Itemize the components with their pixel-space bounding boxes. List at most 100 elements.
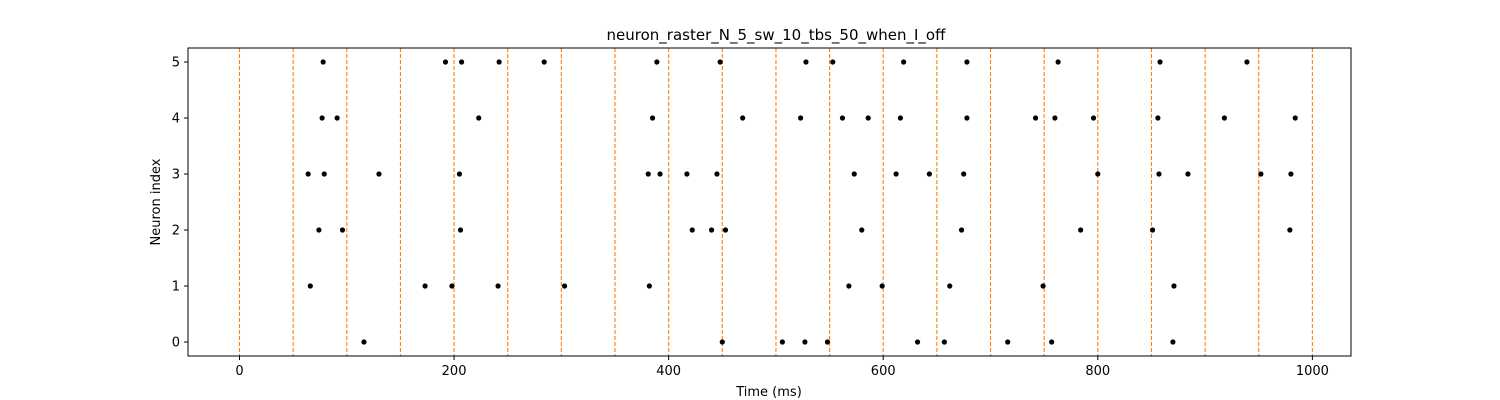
spike-point bbox=[798, 115, 804, 121]
spike-point bbox=[1292, 115, 1298, 121]
spike-point bbox=[654, 59, 660, 65]
y-tick-label: 4 bbox=[172, 112, 180, 127]
spike-point bbox=[901, 59, 907, 65]
spike-point bbox=[779, 339, 785, 345]
spike-point bbox=[839, 115, 846, 121]
spike-point bbox=[859, 227, 865, 233]
spike-point bbox=[684, 171, 690, 177]
spike-point bbox=[830, 59, 836, 65]
spike-point bbox=[361, 339, 367, 345]
spike-point bbox=[422, 283, 428, 289]
spike-point bbox=[824, 339, 831, 345]
bin-boundary-lines bbox=[238, 48, 1313, 356]
spike-point bbox=[1244, 59, 1250, 65]
spike-point bbox=[457, 227, 464, 233]
spike-point bbox=[1287, 227, 1293, 233]
spike-point bbox=[496, 59, 502, 65]
spike-point bbox=[802, 339, 808, 345]
spike-point bbox=[1095, 171, 1101, 177]
spike-point bbox=[456, 171, 463, 177]
spike-point bbox=[442, 59, 449, 65]
spike-point bbox=[316, 227, 322, 233]
spike-point bbox=[964, 59, 970, 65]
y-tick-label: 0 bbox=[172, 336, 180, 351]
x-tick-label: 0 bbox=[235, 364, 243, 379]
spike-point bbox=[645, 171, 651, 177]
spike-points bbox=[305, 59, 1298, 345]
spike-point bbox=[1221, 115, 1228, 121]
spike-point bbox=[914, 339, 921, 345]
spike-point bbox=[1170, 339, 1176, 345]
spike-point bbox=[897, 115, 903, 121]
y-tick-label: 5 bbox=[172, 56, 180, 71]
spike-point bbox=[646, 283, 652, 289]
spike-point bbox=[334, 115, 340, 121]
spike-point bbox=[689, 227, 695, 233]
spike-point bbox=[321, 171, 327, 177]
spike-point bbox=[649, 115, 656, 121]
spike-point bbox=[1149, 227, 1156, 233]
spike-point bbox=[449, 283, 455, 289]
spike-point bbox=[1040, 283, 1046, 289]
spike-point bbox=[947, 283, 953, 289]
spike-point bbox=[740, 115, 746, 121]
plot-area-frame bbox=[187, 47, 1352, 357]
spike-point bbox=[961, 171, 967, 177]
spike-point bbox=[1090, 115, 1097, 121]
spike-point bbox=[708, 227, 715, 233]
spike-point bbox=[458, 59, 465, 65]
spike-point bbox=[305, 171, 311, 177]
spike-point bbox=[1032, 115, 1039, 121]
spike-point bbox=[879, 283, 885, 289]
spike-point bbox=[1157, 59, 1163, 65]
x-tick-label: 800 bbox=[1085, 364, 1110, 379]
spike-point bbox=[714, 171, 720, 177]
spike-point bbox=[495, 283, 501, 289]
spike-point bbox=[926, 171, 932, 177]
x-tick-label: 200 bbox=[442, 364, 467, 379]
x-tick-label: 1000 bbox=[1296, 364, 1329, 379]
spike-point bbox=[1155, 115, 1161, 121]
spike-point bbox=[339, 227, 346, 233]
spike-point bbox=[941, 339, 947, 345]
spike-point bbox=[657, 171, 663, 177]
spike-point bbox=[803, 59, 809, 65]
chart-title: neuron_raster_N_5_sw_10_tbs_50_when_I_of… bbox=[607, 26, 947, 45]
spike-point bbox=[846, 283, 852, 289]
spike-point bbox=[717, 59, 723, 65]
x-tick-label: 600 bbox=[871, 364, 896, 379]
x-tick-label: 400 bbox=[656, 364, 681, 379]
spike-point bbox=[719, 339, 725, 345]
spike-point bbox=[851, 171, 857, 177]
spike-point bbox=[958, 227, 965, 233]
spike-point bbox=[1078, 227, 1084, 233]
x-axis-label: Time (ms) bbox=[735, 385, 802, 400]
y-tick-label: 3 bbox=[172, 168, 180, 183]
spike-point bbox=[1005, 339, 1011, 345]
spike-point bbox=[320, 59, 326, 65]
spike-point bbox=[1171, 283, 1177, 289]
spike-point bbox=[722, 227, 729, 233]
spike-point bbox=[1055, 59, 1061, 65]
y-axis-label: Neuron index bbox=[149, 158, 164, 245]
spike-point bbox=[1288, 171, 1294, 177]
spike-point bbox=[865, 115, 871, 121]
spike-point bbox=[376, 171, 382, 177]
axis-ticks: 0 200 400 600 800 1000 0 1 2 3 4 5 bbox=[172, 56, 1329, 380]
spike-point bbox=[561, 283, 568, 289]
spike-point bbox=[1156, 171, 1162, 177]
spike-point bbox=[541, 59, 547, 65]
spike-point bbox=[964, 115, 970, 121]
spike-point bbox=[307, 283, 313, 289]
spike-point bbox=[1049, 339, 1055, 345]
spike-point bbox=[1185, 171, 1191, 177]
spike-point bbox=[1052, 115, 1058, 121]
spike-point bbox=[319, 115, 325, 121]
y-tick-label: 2 bbox=[172, 224, 180, 239]
spike-point bbox=[476, 115, 482, 121]
y-tick-label: 1 bbox=[172, 280, 180, 295]
spike-point bbox=[1258, 171, 1264, 177]
spike-point bbox=[893, 171, 899, 177]
